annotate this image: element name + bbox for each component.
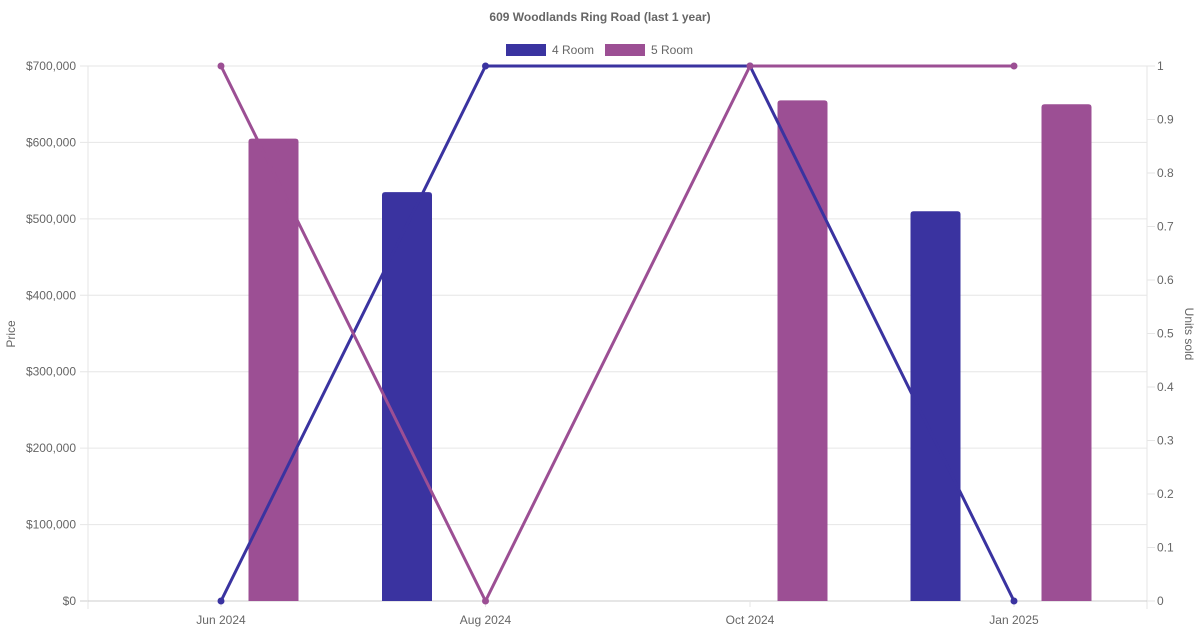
- legend-swatch-5-room: [605, 44, 645, 56]
- gridlines: [80, 65, 1155, 609]
- x-tick-label: Jun 2024: [196, 613, 246, 627]
- y-right-ticks: 0 0.1 0.2 0.3 0.4 0.5 0.6 0.7 0.8 0.9 1: [1157, 59, 1174, 608]
- bar-5-room: [248, 138, 299, 601]
- y-right-tick-label: 0.9: [1157, 113, 1174, 127]
- point-5-room: [1010, 62, 1018, 70]
- point-4-room: [482, 62, 489, 70]
- legend-item-4-room[interactable]: 4 Room: [506, 43, 594, 57]
- x-tick-label: Aug 2024: [460, 613, 512, 627]
- point-4-room: [1010, 597, 1018, 605]
- x-tick-label: Oct 2024: [726, 613, 775, 627]
- y-right-tick-label: 0: [1157, 594, 1164, 608]
- bar-4-room: [910, 211, 961, 601]
- point-5-room: [217, 62, 225, 70]
- lines: [217, 62, 1018, 605]
- y-left-tick-label: $700,000: [26, 59, 76, 73]
- legend-label-4-room: 4 Room: [552, 43, 594, 57]
- legend-item-5-room[interactable]: 5 Room: [605, 43, 693, 57]
- bar-4-room: [382, 192, 432, 601]
- y-right-tick-label: 0.4: [1157, 380, 1174, 394]
- point-5-room: [482, 597, 489, 605]
- y-right-axis-title: Units sold: [1182, 308, 1196, 361]
- y-left-tick-label: $200,000: [26, 441, 76, 455]
- bar-5-room: [777, 100, 828, 602]
- y-left-tick-label: $300,000: [26, 365, 76, 379]
- y-left-tick-label: $100,000: [26, 518, 76, 532]
- y-right-tick-label: 0.3: [1157, 434, 1174, 448]
- bar-5-room: [1041, 104, 1092, 601]
- y-left-tick-label: $400,000: [26, 288, 76, 302]
- point-4-room: [217, 597, 225, 605]
- x-ticks: Jun 2024 Aug 2024 Oct 2024 Jan 2025: [196, 613, 1039, 627]
- y-right-tick-label: 0.7: [1157, 220, 1174, 234]
- y-left-tick-label: $600,000: [26, 135, 76, 149]
- y-left-tick-label: $500,000: [26, 212, 76, 226]
- x-tick-label: Jan 2025: [989, 613, 1039, 627]
- y-right-tick-label: 0.1: [1157, 541, 1174, 555]
- y-left-ticks: $0 $100,000 $200,000 $300,000 $400,000 $500,0…: [26, 59, 76, 608]
- y-right-tick-label: 1: [1157, 59, 1164, 73]
- y-right-tick-label: 0.5: [1157, 327, 1174, 341]
- line-5-room: [219, 64, 1014, 603]
- chart-title: 609 Woodlands Ring Road (last 1 year): [489, 10, 710, 24]
- bars: [248, 100, 1092, 602]
- legend-label-5-room: 5 Room: [651, 43, 693, 57]
- legend-swatch-4-room: [506, 44, 546, 56]
- y-left-axis-title: Price: [4, 320, 18, 348]
- y-right-tick-label: 0.2: [1157, 487, 1174, 501]
- point-5-room: [746, 62, 754, 70]
- y-right-tick-label: 0.8: [1157, 166, 1174, 180]
- y-left-tick-label: $0: [63, 594, 77, 608]
- legend: 4 Room 5 Room: [506, 43, 693, 57]
- y-right-tick-label: 0.6: [1157, 273, 1174, 287]
